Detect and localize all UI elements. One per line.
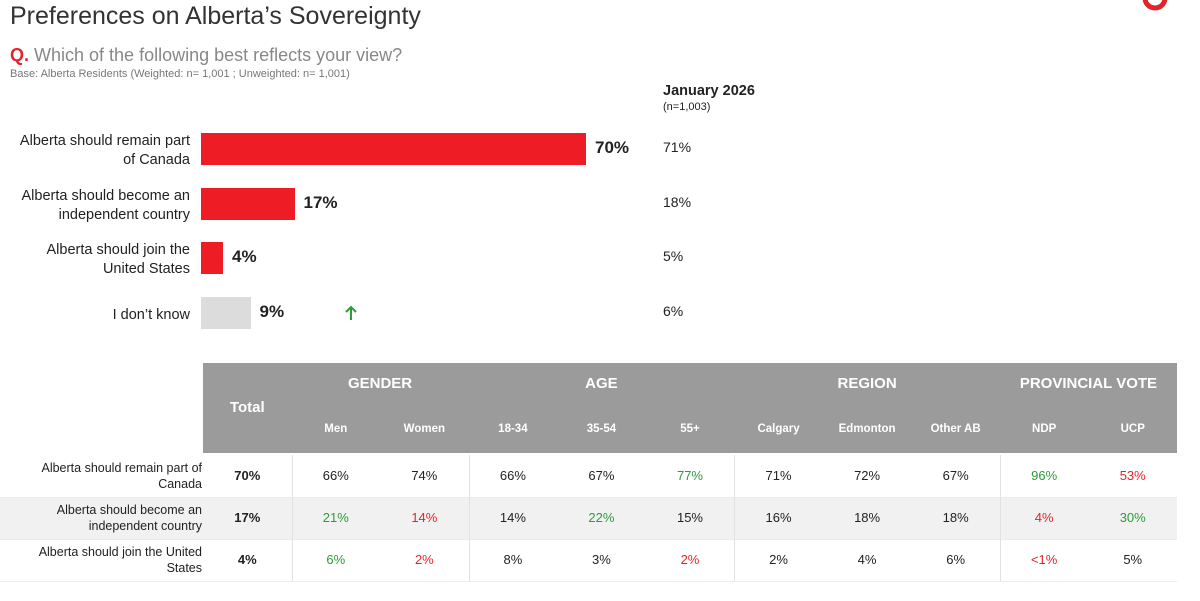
question-marker: Q. [10,45,30,65]
cell: 8% [503,552,523,567]
column-header: 35-54 [586,423,617,435]
cell: 67% [942,468,969,483]
comparison-value: 71% [663,139,692,155]
up-arrow [344,305,357,320]
value-label: 9% [259,302,285,321]
column-separator [468,497,470,539]
column-separator [291,539,293,581]
cell: 5% [1123,552,1143,567]
cell: 17% [234,510,261,525]
logo-ring [1142,0,1168,11]
cell: 71% [765,468,792,483]
row-separator [0,581,1177,582]
cell: 2% [769,552,788,567]
cell: 66% [499,468,526,483]
cell: 14% [411,510,438,525]
column-separator [734,455,736,497]
category-label: Alberta should become an independent cou… [21,188,190,223]
cell: 6% [326,552,346,567]
group-header: REGION [837,375,897,392]
cell: 96% [1031,468,1058,483]
column-header: Women [403,423,445,435]
row-label: Alberta should join the United States [38,545,202,575]
total-header: Total [229,399,265,416]
column-separator [291,497,293,539]
value-label: 17% [303,193,338,212]
column-header: NDP [1032,423,1057,435]
column-header: 55+ [680,423,700,435]
logo [1142,0,1168,11]
cell: 14% [499,510,526,525]
arrow-path [344,305,357,320]
cell: 2% [680,552,700,567]
cell: 66% [322,468,349,483]
cell: 16% [765,510,792,525]
bar [201,133,586,165]
column-separator [734,539,736,581]
cell: <1% [1030,552,1058,567]
base-note: Base: Alberta Residents (Weighted: n= 1,… [10,68,350,80]
cell: 2% [414,552,434,567]
title: Preferences on Alberta’s Sovereignty [10,2,421,30]
comparison-subtitle: (n=1,003) [663,101,711,113]
column-separator [291,455,293,497]
category-label: Alberta should join the United States [46,242,191,277]
column-header: Calgary [757,423,800,435]
column-separator [999,455,1001,497]
column-separator [468,539,470,581]
cell: 67% [588,468,615,483]
column-header: Edmonton [838,423,896,435]
cell: 6% [946,552,966,567]
group-header: PROVINCIAL VOTE [1019,375,1158,392]
cell: 3% [592,552,611,567]
cell: 15% [676,510,703,525]
bar [201,188,295,220]
column-header: 18-34 [498,423,528,435]
column-header: UCP [1120,423,1145,435]
column-header: Other AB [930,423,981,435]
row-separator [0,539,1177,540]
comparison-value: 6% [663,303,684,319]
row-label: Alberta should become an independent cou… [56,503,202,533]
row-bg [0,497,1177,539]
comparison-value: 5% [663,248,684,264]
category-label: Alberta should remain part of Canada [19,133,190,168]
cell: 53% [1119,468,1146,483]
column-separator [999,539,1001,581]
cell: 30% [1119,510,1146,525]
cell: 77% [676,468,703,483]
bar [201,297,251,329]
cell: 21% [322,510,349,525]
category-label: I don’t know [112,306,190,323]
group-header: AGE [585,375,618,392]
cell: 4% [237,552,257,567]
question: Q. Which of the following best reflects y… [10,45,402,66]
cell: 18% [942,510,969,525]
cell: 4% [857,552,877,567]
comparison-value: 18% [663,194,692,210]
cell: 72% [854,468,881,483]
table-header-bg [203,363,1177,453]
question-text: Which of the following best reflects you… [34,45,403,65]
value-label: 4% [232,247,257,266]
cell: 18% [854,510,881,525]
cell: 22% [588,510,615,525]
column-header: Men [324,423,348,435]
value-label: 70% [595,138,630,157]
column-separator [468,455,470,497]
row-separator [0,497,1177,498]
column-separator [999,497,1001,539]
cell: 4% [1034,510,1054,525]
column-separator [734,497,736,539]
bar [201,242,223,274]
row-label: Alberta should remain part of Canada [41,461,202,491]
cell: 74% [411,468,438,483]
group-header: GENDER [347,375,413,392]
comparison-title: January 2026 [663,83,755,99]
cell: 70% [234,468,261,483]
